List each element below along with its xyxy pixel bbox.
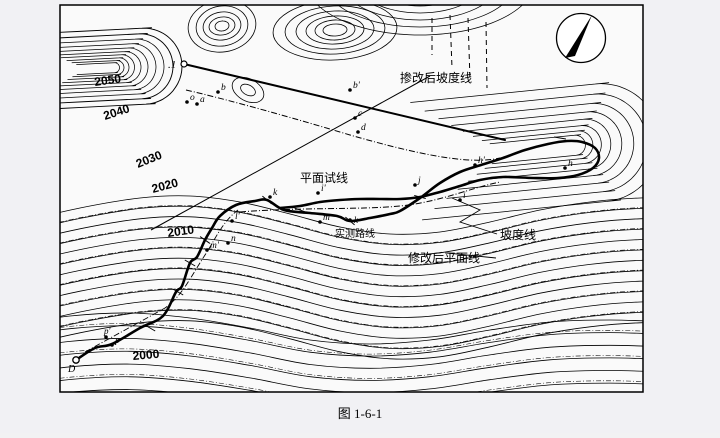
svg-text:修改后平面线: 修改后平面线 bbox=[408, 250, 480, 265]
svg-text:h: h bbox=[568, 159, 573, 169]
svg-text:p: p bbox=[114, 336, 120, 346]
svg-text:m: m bbox=[323, 213, 330, 223]
svg-text:掺改后坡度线: 掺改后坡度线 bbox=[400, 70, 472, 85]
svg-text:实测路线: 实测路线 bbox=[335, 227, 375, 240]
svg-text:i: i bbox=[463, 191, 466, 201]
svg-text:n: n bbox=[231, 234, 236, 244]
svg-text:b': b' bbox=[353, 81, 361, 91]
svg-text:D: D bbox=[67, 364, 76, 375]
svg-text:平面试线: 平面试线 bbox=[300, 170, 348, 185]
svg-text:.1: .1 bbox=[168, 59, 176, 71]
svg-text:a: a bbox=[200, 95, 205, 105]
svg-text:m': m' bbox=[210, 241, 220, 251]
svg-text:p': p' bbox=[103, 326, 112, 336]
svg-text:d: d bbox=[361, 123, 366, 133]
svg-text:图 1-6-1: 图 1-6-1 bbox=[338, 406, 382, 421]
svg-text:b: b bbox=[221, 83, 226, 93]
svg-text:o: o bbox=[190, 93, 195, 103]
svg-text:2000: 2000 bbox=[132, 347, 160, 363]
svg-text:坡度线: 坡度线 bbox=[500, 227, 536, 242]
